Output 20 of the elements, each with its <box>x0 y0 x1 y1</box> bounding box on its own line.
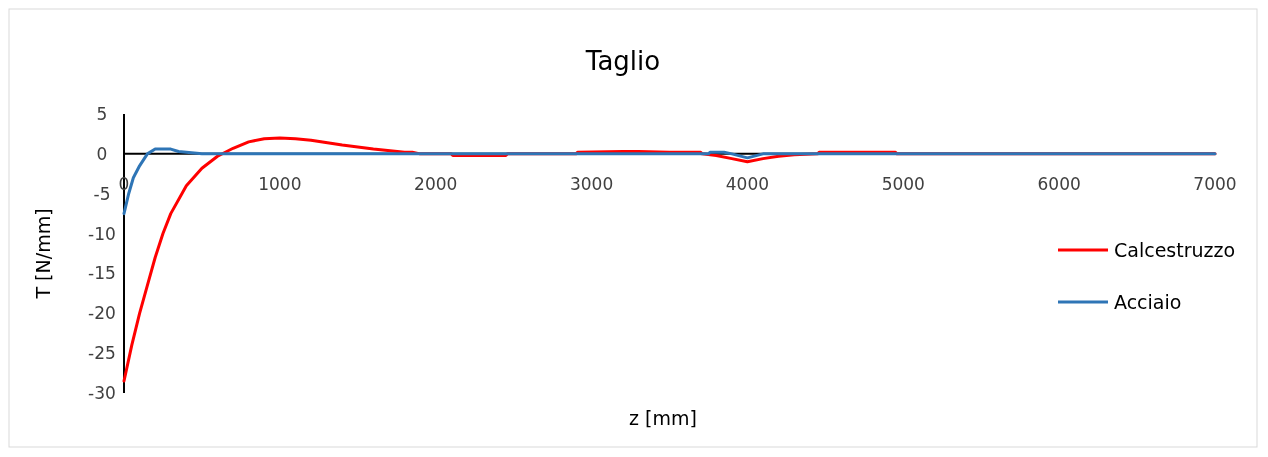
x-tick-label: 7000 <box>1193 173 1237 194</box>
legend-label: Calcestruzzo <box>1114 239 1236 261</box>
legend-label: Acciaio <box>1114 291 1182 313</box>
y-tick-label: -15 <box>88 263 116 284</box>
x-tick-label: 2000 <box>414 173 458 194</box>
y-tick-label: -25 <box>88 343 116 364</box>
x-tick-label: 4000 <box>725 173 770 194</box>
y-tick-label: 5 <box>96 104 108 124</box>
y-tick-label: -10 <box>88 223 116 244</box>
y-tick-label: -20 <box>88 303 116 324</box>
x-tick-label: 3000 <box>569 173 614 194</box>
chart-title: Taglio <box>584 46 661 76</box>
x-tick-label: 1000 <box>258 173 302 194</box>
x-axis-title: z [mm] <box>629 407 697 429</box>
x-tick-label: 5000 <box>881 173 925 194</box>
y-axis-title: T [N/mm] <box>32 208 54 300</box>
y-tick-label: -5 <box>93 183 111 204</box>
x-tick-label: 6000 <box>1037 173 1081 194</box>
y-tick-label: 0 <box>96 143 108 164</box>
y-tick-label: -30 <box>88 383 116 403</box>
